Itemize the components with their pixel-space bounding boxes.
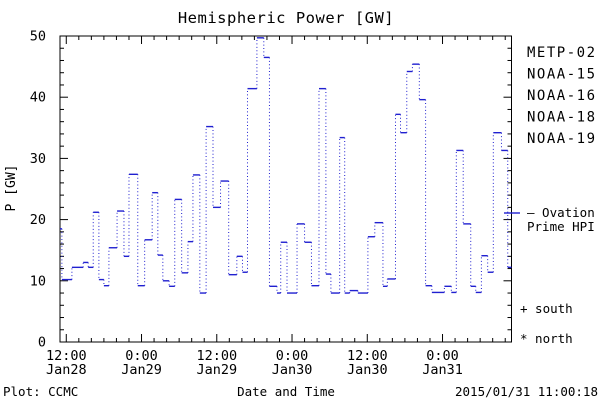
- ovation-legend: – Ovation Prime HPI: [504, 205, 595, 234]
- plot-credit: Plot: CCMC: [3, 384, 78, 399]
- x-tick-date-label: Jan30: [272, 362, 313, 378]
- x-tick-time-label: 12:00: [46, 348, 87, 364]
- axis-ticks: [60, 36, 512, 342]
- x-tick-date-label: Jan28: [46, 362, 87, 378]
- y-tick-label: 30: [30, 151, 46, 167]
- x-tick-time-label: 12:00: [196, 348, 237, 364]
- legend-item-noaa-18: NOAA-18: [527, 110, 597, 126]
- x-tick-time-label: 0:00: [426, 348, 459, 364]
- legend-item-metp-02: METP-02: [527, 45, 597, 61]
- x-tick-date-label: Jan29: [121, 362, 162, 378]
- y-axis-label: P [GW]: [4, 165, 19, 212]
- y-tick-label: 50: [30, 29, 46, 45]
- y-tick-label: 10: [30, 273, 46, 289]
- legend-item-noaa-16: NOAA-16: [527, 88, 597, 104]
- chart-title: Hemispheric Power [GW]: [178, 9, 394, 27]
- satellite-legend: METP-02 NOAA-15 NOAA-16 NOAA-18 NOAA-19: [527, 45, 597, 147]
- x-tick-date-label: Jan29: [196, 362, 237, 378]
- south-symbol-key: + south: [520, 301, 573, 316]
- x-tick-time-label: 0:00: [276, 348, 309, 364]
- ovation-label-line2: Prime HPI: [527, 219, 595, 234]
- legend-item-noaa-15: NOAA-15: [527, 67, 597, 83]
- x-tick-time-label: 0:00: [125, 348, 158, 364]
- x-tick-time-label: 12:00: [347, 348, 388, 364]
- legend-item-noaa-19: NOAA-19: [527, 131, 597, 147]
- x-tick-date-label: Jan31: [422, 362, 463, 378]
- x-axis-label: Date and Time: [237, 384, 335, 399]
- y-tick-label: 40: [30, 90, 46, 106]
- plot-frame: [59, 35, 512, 343]
- axis-tick-labels: 0102030405012:00Jan280:00Jan2912:00Jan29…: [30, 29, 463, 379]
- plot-timestamp: 2015/01/31 11:00:18: [455, 384, 598, 399]
- y-tick-label: 0: [38, 335, 46, 351]
- data-series-ovation-prime-hpi: [60, 37, 512, 294]
- y-tick-label: 20: [30, 212, 46, 228]
- x-tick-date-label: Jan30: [347, 362, 388, 378]
- north-symbol-key: * north: [520, 331, 573, 346]
- plot-border: [59, 35, 512, 343]
- ovation-label-line1: – Ovation: [527, 205, 595, 220]
